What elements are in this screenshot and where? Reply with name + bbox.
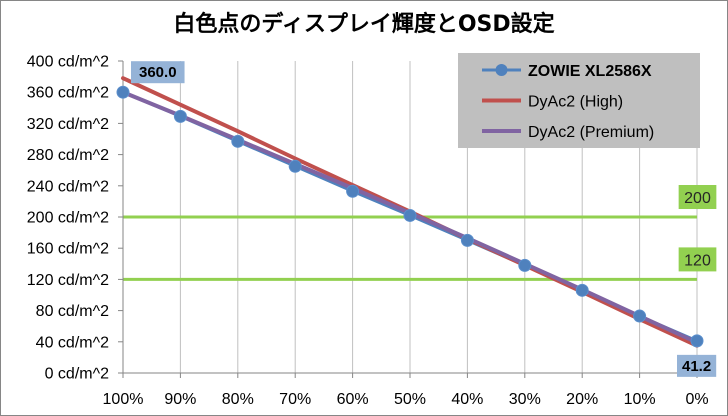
axes bbox=[118, 60, 698, 378]
x-tick-label: 70% bbox=[279, 391, 311, 408]
legend-label: DyAc2 (High) bbox=[528, 94, 623, 111]
x-tick-label: 100% bbox=[103, 391, 144, 408]
data-label: 360.0 bbox=[131, 61, 185, 84]
data-labels: 360.0 41.2 bbox=[131, 61, 717, 377]
y-tick-label: 0 cd/m^2 bbox=[45, 366, 110, 383]
y-tick-label: 120 cd/m^2 bbox=[27, 272, 109, 289]
data-point-marker bbox=[690, 334, 704, 348]
y-axis-tick-labels: 0 cd/m^2 40 cd/m^2 80 cd/m^2 120 cd/m^2 160 … bbox=[27, 54, 109, 383]
reference-label-text: 120 bbox=[684, 252, 711, 269]
data-point-marker bbox=[346, 184, 360, 198]
data-point-marker bbox=[288, 159, 302, 173]
x-tick-label: 20% bbox=[566, 391, 598, 408]
reference-label-text: 200 bbox=[684, 190, 711, 207]
data-point-marker bbox=[460, 233, 474, 247]
x-tick-label: 90% bbox=[164, 391, 196, 408]
reference-label-box bbox=[678, 247, 717, 272]
y-tick-label: 160 cd/m^2 bbox=[27, 241, 109, 258]
x-axis-tick-labels: 100% 90% 80% 70% 60% 50% 40% 30% 20% 10% 0% bbox=[103, 391, 709, 408]
y-tick-label: 200 cd/m^2 bbox=[27, 210, 109, 227]
data-label-box bbox=[131, 61, 185, 84]
reference-labels: 200 120 bbox=[678, 185, 717, 272]
legend-entry-zowie-xl2586x: ZOWIE XL2586X bbox=[482, 63, 652, 80]
y-tick-label: 360 cd/m^2 bbox=[27, 85, 109, 102]
chart-title: 白色点のディスプレイ輝度とOSD設定 bbox=[173, 11, 554, 37]
reference-label-120: 120 bbox=[678, 247, 717, 272]
y-tick-label: 40 cd/m^2 bbox=[36, 334, 109, 351]
y-tick-label: 320 cd/m^2 bbox=[27, 116, 109, 133]
legend-label: ZOWIE XL2586X bbox=[528, 63, 652, 80]
x-tick-label: 0% bbox=[685, 391, 708, 408]
y-tick-label: 280 cd/m^2 bbox=[27, 147, 109, 164]
x-tick-label: 60% bbox=[337, 391, 369, 408]
x-tick-label: 10% bbox=[624, 391, 656, 408]
data-label-text: 360.0 bbox=[139, 64, 177, 81]
data-point-marker bbox=[575, 283, 589, 297]
legend: ZOWIE XL2586X DyAc2 (High) DyAc2 (Premium) bbox=[458, 53, 700, 148]
data-label-box bbox=[677, 354, 717, 377]
reference-label-box bbox=[678, 185, 717, 209]
data-point-markers bbox=[116, 85, 704, 348]
x-tick-label: 80% bbox=[222, 391, 254, 408]
data-point-marker bbox=[633, 309, 647, 323]
x-tick-label: 50% bbox=[394, 391, 426, 408]
x-tick-label: 30% bbox=[509, 391, 541, 408]
data-label-text: 41.2 bbox=[682, 358, 711, 375]
legend-swatch-marker bbox=[495, 64, 508, 76]
legend-entry-dyac2-premium: DyAc2 (Premium) bbox=[482, 124, 654, 141]
data-point-marker bbox=[116, 85, 130, 99]
reference-label-200: 200 bbox=[678, 185, 717, 209]
data-point-marker bbox=[231, 134, 245, 148]
data-point-marker bbox=[518, 258, 532, 272]
y-tick-label: 80 cd/m^2 bbox=[36, 303, 109, 320]
x-tick-label: 40% bbox=[451, 391, 483, 408]
data-point-marker bbox=[173, 109, 187, 123]
y-tick-label: 400 cd/m^2 bbox=[27, 54, 109, 71]
data-point-marker bbox=[403, 208, 417, 222]
y-tick-label: 240 cd/m^2 bbox=[27, 178, 109, 195]
legend-label: DyAc2 (Premium) bbox=[528, 124, 654, 141]
data-label: 41.2 bbox=[677, 354, 717, 377]
legend-entry-dyac2-high: DyAc2 (High) bbox=[482, 94, 623, 111]
